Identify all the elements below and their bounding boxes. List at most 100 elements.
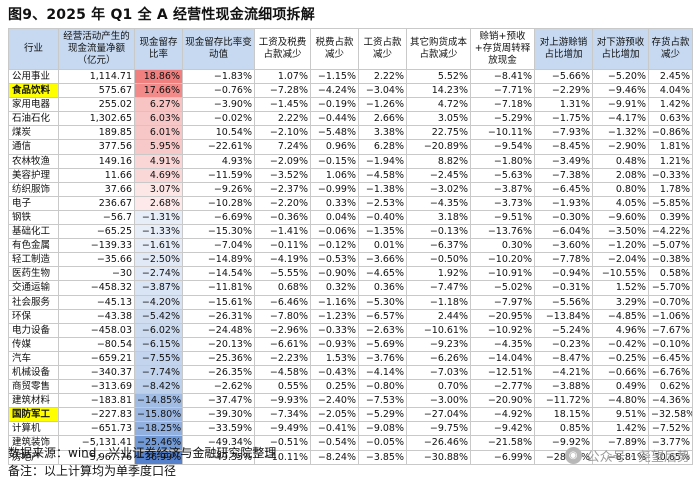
value-cell: −0.10% [648,336,693,352]
table-row: 交通运输 −458.32 −3.87% −11.81% 0.68% 0.32% 0.36% −… [8,280,693,296]
value-cell: −2.37% [254,181,311,197]
value-cell: −45.13 [58,294,135,310]
value-cell: −0.53% [310,252,359,268]
industry-cell: 电力设备 [8,322,59,338]
value-cell: −2.96% [254,322,311,338]
value-cell: −183.81 [58,393,135,409]
value-cell: −7.34% [254,407,311,423]
value-cell: −2.05% [310,407,359,423]
value-cell: −15.61% [182,294,255,310]
value-cell: −4.17% [592,111,649,127]
value-cell: −0.66% [592,364,649,381]
table-row: 环保 −43.38 −5.42% −26.31% −7.80% −1.23% −6.57% 2… [8,308,693,324]
value-cell: −227.83 [58,407,135,423]
table-row: 社会服务 −45.13 −4.20% −15.61% −6.46% −1.16% −5.30… [8,294,693,310]
value-cell: −5.07% [648,238,693,254]
value-cell: −458.32 [58,280,135,296]
retention-ratio-cell: −14.85% [134,393,183,409]
retention-ratio-cell: −4.20% [134,294,183,310]
value-cell: 0.32% [310,280,359,296]
retention-ratio-cell: 18.86% [134,68,183,85]
value-cell: −2.63% [358,322,407,338]
retention-ratio-cell: −2.50% [134,252,183,268]
value-cell: −2.77% [470,379,535,395]
value-cell: 2.44% [406,308,471,324]
value-cell: −5.48% [310,125,359,141]
table-row: 建筑材料 −183.81 −14.85% −37.47% −9.93% −2.40% −7.… [8,393,693,409]
value-cell: 0.70% [406,379,471,395]
value-cell: −9.51% [470,209,535,226]
value-cell: −3.02% [406,181,471,197]
value-cell: −5.55% [254,266,311,282]
value-cell: −5.30% [358,294,407,310]
value-cell: −27.04% [406,407,471,423]
value-cell: 2.45% [648,68,693,85]
value-cell: −0.51% [254,435,311,451]
value-cell: −0.15% [310,153,359,169]
value-cell: −10.92% [470,322,535,338]
value-cell: −30 [58,266,135,282]
value-cell: −0.11% [254,238,311,254]
value-cell: −8.41% [470,68,535,85]
retention-ratio-cell: 17.66% [134,83,183,99]
value-cell: 236.67 [58,195,135,211]
value-cell: −7.80% [254,308,311,324]
value-cell: −49.34% [182,435,255,451]
industry-cell: 通信 [8,139,59,155]
value-cell: −0.36% [254,209,311,226]
value-cell: 1.42% [592,421,649,437]
value-cell: −340.37 [58,364,135,381]
value-cell: −10.20% [470,252,535,268]
retention-ratio-cell: 4.69% [134,167,183,183]
value-cell: 1.81% [648,139,693,155]
value-cell: 1.06% [310,167,359,183]
value-cell: −9.54% [470,139,535,155]
value-cell: −1.93% [534,195,593,211]
value-cell: 189.85 [58,125,135,141]
value-cell: −0.05% [358,435,407,451]
value-cell: −5.24% [534,322,593,338]
value-cell: −9.46% [592,83,649,99]
industry-cell: 传媒 [8,336,59,352]
value-cell: −3.00% [406,393,471,409]
value-cell: −2.29% [534,83,593,99]
column-header: 现金留存比率变动值 [182,28,255,70]
value-cell: −3.66% [358,252,407,268]
table-row: 建筑装饰 −5,131.41 −25.46% −49.34% −0.51% −0.54% −… [8,435,693,451]
column-header: 对上游赊销占比增加 [534,28,593,70]
table-row: 国防军工 −227.83 −15.80% −39.30% −7.34% −2.05% −5.… [8,407,693,423]
retention-ratio-cell: 4.91% [134,153,183,169]
value-cell: −1.35% [358,224,407,240]
value-cell: −6.57% [358,308,407,324]
value-cell: 1.31% [534,97,593,113]
table-row: 传媒 −80.54 −6.15% −20.13% −6.61% −0.93% −5.69% −… [8,336,693,352]
value-cell: 0.01% [358,238,407,254]
value-cell: −65.25 [58,224,135,240]
value-cell: 0.58% [648,266,693,282]
value-cell: −9.60% [592,209,649,226]
table-row: 纺织服饰 37.66 3.07% −9.26% −2.37% −0.99% −1.38% −3… [8,181,693,197]
retention-ratio-cell: −25.46% [134,435,183,451]
value-cell: −0.44% [310,111,359,127]
value-cell: −4.92% [470,407,535,423]
retention-ratio-cell: 3.07% [134,181,183,197]
value-cell: −4.85% [592,308,649,324]
value-cell: 0.39% [648,209,693,226]
value-cell: −13.84% [534,308,593,324]
value-cell: 22.75% [406,125,471,141]
column-header: 税费占款减少 [310,28,359,70]
value-cell: −1.38% [358,181,407,197]
value-cell: −6.61% [254,336,311,352]
retention-ratio-cell: −15.80% [134,407,183,423]
value-cell: −1.75% [534,111,593,127]
table-row: 计算机 −651.73 −18.25% −33.59% −9.49% −0.41% −9.0… [8,421,693,437]
value-cell: −3.77% [648,435,693,451]
value-cell: −0.12% [310,238,359,254]
value-cell: −1.41% [254,224,311,240]
industry-cell: 美容护理 [8,167,59,183]
value-cell: 255.02 [58,97,135,113]
value-cell: −9.26% [182,181,255,197]
value-cell: 575.67 [58,83,135,99]
value-cell: −0.99% [310,181,359,197]
value-cell: −39.30% [182,407,255,423]
